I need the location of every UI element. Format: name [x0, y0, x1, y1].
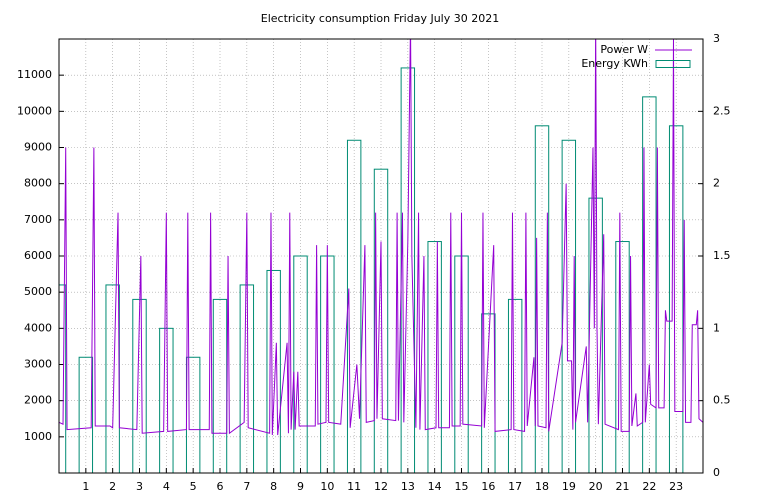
y2-tick-label: 0.5	[713, 394, 731, 407]
y2-tick-label: 0	[713, 466, 720, 479]
x-tick-label: 16	[481, 480, 495, 493]
power-line	[59, 39, 703, 436]
y-tick-label: 1000	[24, 430, 52, 443]
energy-bar	[212, 298, 228, 473]
x-tick-label: 8	[270, 480, 277, 493]
x-tick-label: 12	[374, 480, 388, 493]
x-tick-label: 2	[109, 480, 116, 493]
x-tick-label: 21	[616, 480, 630, 493]
energy-bar	[642, 96, 657, 473]
x-tick-label: 11	[347, 480, 361, 493]
energy-bar	[159, 327, 174, 473]
y-tick-label: 8000	[24, 177, 52, 190]
energy-bar	[615, 241, 630, 473]
legend-label: Power W	[600, 43, 648, 56]
x-tick-label: 13	[401, 480, 415, 493]
y-tick-label: 3000	[24, 358, 52, 371]
x-tick-label: 10	[320, 480, 334, 493]
energy-bar	[534, 125, 550, 473]
y-tick-label: 11000	[17, 68, 52, 81]
y-tick-label: 7000	[24, 213, 52, 226]
y2-tick-label: 2.5	[713, 104, 731, 117]
energy-bar	[668, 125, 684, 473]
energy-bar	[266, 269, 281, 473]
x-tick-label: 20	[589, 480, 603, 493]
x-tick-label: 3	[136, 480, 143, 493]
x-tick-label: 23	[669, 480, 683, 493]
chart-title: Electricity consumption Friday July 30 2…	[261, 12, 499, 25]
legend-swatch	[655, 60, 691, 68]
y-tick-label: 10000	[17, 104, 52, 117]
x-tick-label: 14	[428, 480, 442, 493]
x-tick-label: 18	[535, 480, 549, 493]
x-tick-label: 6	[217, 480, 224, 493]
y-tick-label: 5000	[24, 285, 52, 298]
y-tick-label: 9000	[24, 141, 52, 154]
x-tick-label: 1	[82, 480, 89, 493]
y2-tick-label: 2	[713, 177, 720, 190]
x-tick-label: 22	[642, 480, 656, 493]
plot-border	[58, 38, 704, 474]
energy-bar	[427, 241, 442, 473]
legend-label: Energy KWh	[581, 57, 648, 70]
x-tick-label: 4	[163, 480, 170, 493]
y2-tick-label: 1	[713, 321, 720, 334]
energy-bar	[507, 298, 523, 473]
plot-area	[59, 39, 703, 473]
y2-tick-label: 1.5	[713, 249, 731, 262]
y-tick-label: 4000	[24, 321, 52, 334]
x-tick-label: 7	[243, 480, 250, 493]
x-tick-label: 17	[508, 480, 522, 493]
x-tick-label: 19	[562, 480, 576, 493]
y-tick-label: 6000	[24, 249, 52, 262]
energy-bar	[561, 139, 577, 473]
y-tick-label: 2000	[24, 394, 52, 407]
x-tick-label: 5	[190, 480, 197, 493]
x-tick-label: 15	[455, 480, 469, 493]
energy-bar	[78, 356, 94, 473]
energy-bar	[293, 255, 308, 473]
x-tick-label: 9	[297, 480, 304, 493]
y2-tick-label: 3	[713, 32, 720, 45]
